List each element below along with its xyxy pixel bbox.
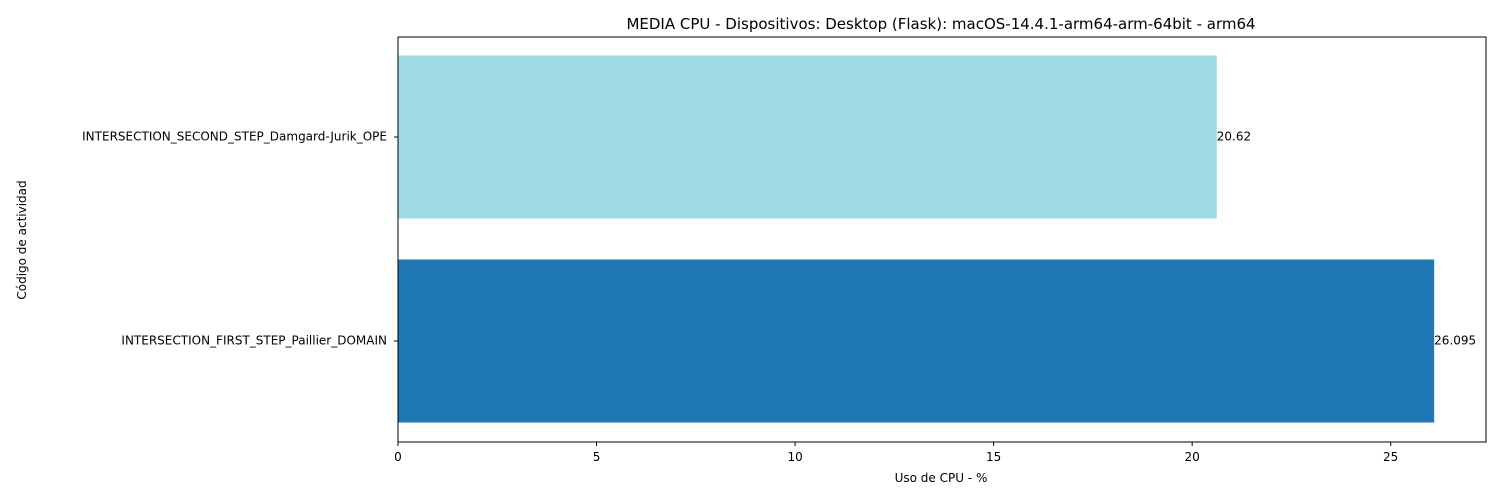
y-axis-label: Código de actividad xyxy=(15,180,29,299)
x-tick-label: 0 xyxy=(394,450,402,464)
y-tick-label: INTERSECTION_FIRST_STEP_Paillier_DOMAIN xyxy=(121,334,387,348)
x-axis-label: Uso de CPU - % xyxy=(895,471,988,485)
bar xyxy=(398,259,1435,423)
x-tick-label: 10 xyxy=(787,450,802,464)
x-tick-label: 25 xyxy=(1383,450,1398,464)
x-tick-label: 5 xyxy=(593,450,601,464)
x-axis-ticks: 0 5 10 15 20 25 xyxy=(394,442,1398,464)
chart-title: MEDIA CPU - Dispositivos: Desktop (Flask… xyxy=(626,15,1255,33)
x-tick-label: 20 xyxy=(1185,450,1200,464)
y-axis-ticks: INTERSECTION_SECOND_STEP_Damgard-Jurik_O… xyxy=(82,130,398,348)
bar-value-label: 26.095 xyxy=(1434,334,1476,348)
bars-layer: 20.62 26.095 xyxy=(397,36,1487,443)
y-tick-label: INTERSECTION_SECOND_STEP_Damgard-Jurik_O… xyxy=(82,130,387,144)
bar-value-label: 20.62 xyxy=(1217,130,1251,144)
plot-frame xyxy=(397,36,1487,443)
bar xyxy=(398,55,1217,219)
x-tick-label: 15 xyxy=(986,450,1001,464)
